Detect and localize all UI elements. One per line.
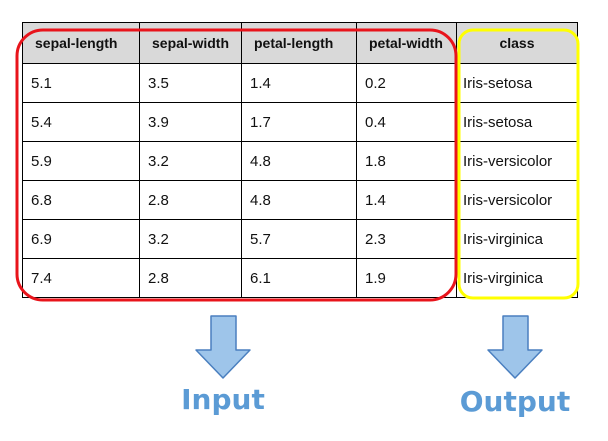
cell-sepal-width: 3.5 xyxy=(139,63,242,103)
cell-petal-width: 2.3 xyxy=(356,219,457,259)
cell-petal-width: 0.4 xyxy=(356,102,457,142)
input-features-outline xyxy=(15,28,458,302)
input-label: Input xyxy=(181,383,265,416)
cell-sepal-length: 6.8 xyxy=(22,180,140,220)
table-row: 5.9 3.2 4.8 1.8 Iris-versicolor xyxy=(22,141,578,181)
table-row: 6.8 2.8 4.8 1.4 Iris-versicolor xyxy=(22,180,578,220)
cell-sepal-width: 3.2 xyxy=(139,219,242,259)
cell-sepal-width: 2.8 xyxy=(139,258,242,298)
cell-class: Iris-versicolor xyxy=(456,141,578,181)
cell-petal-length: 1.4 xyxy=(241,63,357,103)
cell-sepal-length: 5.4 xyxy=(22,102,140,142)
cell-class: Iris-versicolor xyxy=(456,180,578,220)
cell-petal-width: 0.2 xyxy=(356,63,457,103)
table-row: 5.4 3.9 1.7 0.4 Iris-setosa xyxy=(22,102,578,142)
cell-sepal-length: 7.4 xyxy=(22,258,140,298)
cell-class: Iris-setosa xyxy=(456,102,578,142)
table-row: 7.4 2.8 6.1 1.9 Iris-virginica xyxy=(22,258,578,298)
cell-sepal-length: 6.9 xyxy=(22,219,140,259)
output-label: Output xyxy=(459,385,571,418)
input-arrow-down-icon xyxy=(195,315,251,379)
cell-petal-length: 4.8 xyxy=(241,141,357,181)
cell-petal-length: 6.1 xyxy=(241,258,357,298)
output-class-outline xyxy=(457,28,580,300)
output-arrow-down-icon xyxy=(487,315,543,379)
iris-data-table: sepal-length sepal-width petal-length pe… xyxy=(22,22,578,298)
cell-sepal-width: 3.9 xyxy=(139,102,242,142)
cell-sepal-length: 5.9 xyxy=(22,141,140,181)
table-row: 5.1 3.5 1.4 0.2 Iris-setosa xyxy=(22,63,578,103)
